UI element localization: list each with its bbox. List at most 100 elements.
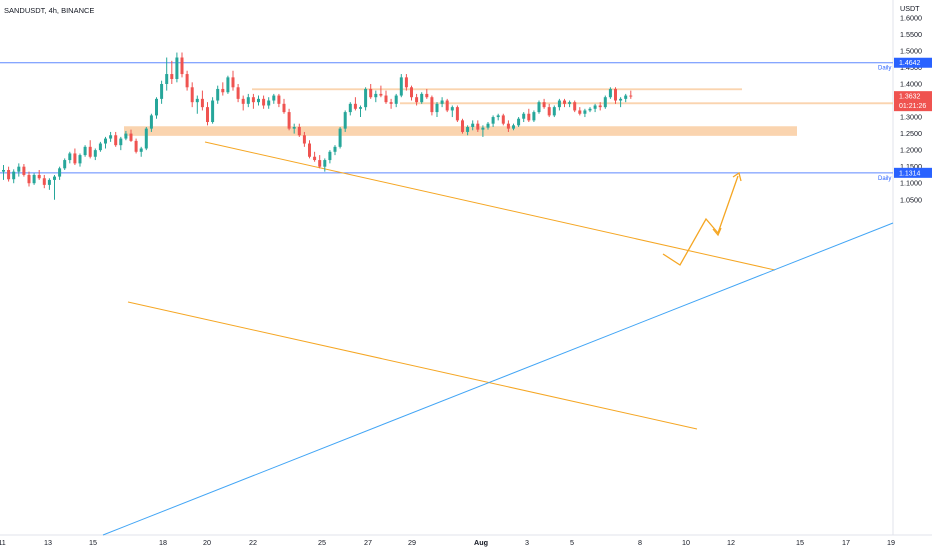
candle[interactable] [614,87,617,104]
candle[interactable] [149,113,153,132]
candle[interactable] [537,100,541,114]
candle[interactable] [527,108,531,123]
candle[interactable] [302,131,306,147]
candle[interactable] [129,129,133,142]
candle[interactable] [430,95,434,116]
candle[interactable] [491,115,495,127]
candle[interactable] [450,105,454,118]
candle[interactable] [119,136,123,151]
candle[interactable] [542,98,546,109]
candle[interactable] [93,148,97,161]
candle[interactable] [455,105,459,123]
candle[interactable] [481,125,485,137]
candle[interactable] [58,166,62,180]
candle[interactable] [461,118,464,134]
candle[interactable] [53,174,56,200]
candle[interactable] [471,120,475,131]
candle[interactable] [211,97,215,124]
candle[interactable] [144,126,148,151]
sr-zone-0[interactable] [252,88,742,91]
candle[interactable] [512,123,515,131]
candle[interactable] [267,97,271,109]
candle[interactable] [195,95,199,114]
lower-channel-trendline[interactable] [127,301,698,430]
candle[interactable] [619,97,623,108]
candle[interactable] [348,102,352,116]
candle[interactable] [522,112,526,123]
candle[interactable] [608,87,612,99]
candle[interactable] [359,105,362,118]
candle[interactable] [292,123,296,134]
candle[interactable] [226,75,230,94]
candle[interactable] [506,120,510,132]
sr-zone-2[interactable] [124,126,797,136]
candle[interactable] [323,158,327,172]
candle[interactable] [394,93,398,108]
candle[interactable] [563,98,566,108]
candle[interactable] [328,150,332,164]
candle[interactable] [246,93,250,108]
candle[interactable] [2,165,5,180]
candle[interactable] [404,74,408,91]
candle[interactable] [236,83,240,103]
candle[interactable] [231,70,235,91]
candle[interactable] [369,83,373,99]
candle[interactable] [578,107,582,116]
candle[interactable] [42,174,46,189]
candle[interactable] [114,131,118,147]
candle[interactable] [282,98,286,114]
candle[interactable] [155,97,158,119]
candle[interactable] [134,138,138,154]
candle[interactable] [7,166,11,182]
candle[interactable] [374,90,378,103]
candle[interactable] [32,173,36,185]
candle[interactable] [629,90,633,99]
candle[interactable] [532,110,536,123]
candle[interactable] [206,102,209,126]
candle[interactable] [624,93,628,103]
candle[interactable] [251,93,255,109]
candle[interactable] [583,108,587,118]
candle[interactable] [287,108,291,131]
candle[interactable] [277,93,281,108]
candle[interactable] [12,169,16,184]
candle[interactable] [476,120,480,132]
sr-zone-1[interactable] [400,102,893,105]
candle[interactable] [63,158,67,170]
candle[interactable] [170,60,174,84]
candle[interactable] [17,163,21,177]
candle[interactable] [547,103,551,118]
candle[interactable] [496,113,500,121]
candle[interactable] [486,122,490,130]
candle[interactable] [241,95,245,111]
candle[interactable] [466,125,470,136]
candle[interactable] [22,164,26,177]
candle[interactable] [190,82,194,108]
candle[interactable] [27,171,31,187]
candle[interactable] [318,155,322,169]
candle[interactable] [445,98,449,113]
candle[interactable] [272,93,276,104]
candle[interactable] [37,169,41,180]
candle[interactable] [104,136,107,149]
candle[interactable] [98,141,102,152]
candle[interactable] [425,88,429,99]
candle[interactable] [175,52,179,83]
candle[interactable] [68,151,72,164]
candle[interactable] [552,105,556,118]
candle[interactable] [415,93,419,106]
candle[interactable] [389,98,393,109]
candle[interactable] [557,98,561,111]
plot-area[interactable] [0,0,893,535]
candle[interactable] [109,131,113,142]
candle[interactable] [308,140,311,159]
candle[interactable] [379,85,383,98]
candle[interactable] [603,95,607,109]
candle[interactable] [568,100,572,108]
candle[interactable] [257,95,260,106]
candle[interactable] [410,85,413,101]
ascending-support-trendline[interactable] [102,222,894,536]
candle[interactable] [200,90,204,111]
candle[interactable] [420,92,424,104]
